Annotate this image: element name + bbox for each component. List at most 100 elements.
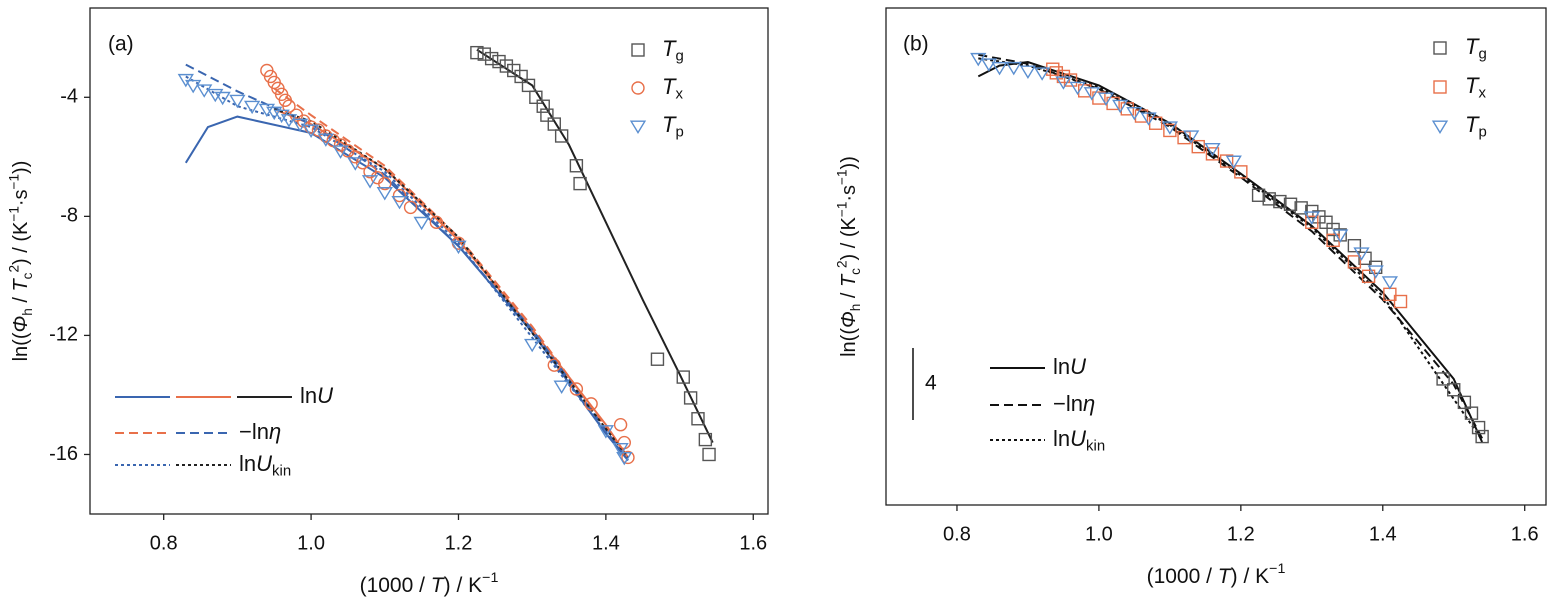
- y-axis-label-part: Φ: [10, 316, 32, 333]
- panel-label: (a): [108, 33, 134, 56]
- y-axis-label-part: −1: [6, 206, 21, 222]
- legend-label: Tp: [1465, 112, 1487, 141]
- marker-triangle: [597, 425, 615, 439]
- legend-label-part: kin: [1086, 438, 1105, 455]
- marker-square: [702, 447, 716, 462]
- legend-label: Tx: [662, 74, 683, 103]
- y-axis-label-part: ·s: [838, 185, 860, 202]
- marker-triangle: [376, 187, 393, 201]
- marker-square: [1163, 123, 1177, 138]
- marker-square: [470, 45, 484, 60]
- marker-triangle: [991, 61, 1008, 76]
- legend-label-part: T: [1465, 34, 1480, 59]
- marker-square: [529, 90, 543, 104]
- y-axis-label-part: h: [848, 304, 863, 312]
- x-axis-label-part: ) / K: [1231, 565, 1270, 588]
- scale-bar-label: 4: [925, 372, 937, 395]
- legend-label-part: −ln: [1053, 391, 1083, 416]
- legend-label-part: ln: [239, 451, 256, 476]
- marker-triangle: [332, 145, 349, 159]
- marker-triangle: [302, 124, 320, 138]
- marker-square: [547, 117, 561, 131]
- legend-label-part: U: [317, 383, 333, 408]
- x-axis-label-part: −1: [482, 570, 498, 586]
- legend-label: lnU: [1053, 354, 1086, 379]
- legend-label: Tx: [1465, 73, 1486, 102]
- y-axis-label-part: h: [20, 308, 35, 316]
- x-tick-label: 1.2: [445, 532, 473, 554]
- y-tick-label: -16: [49, 443, 78, 465]
- marker-square: [484, 51, 499, 66]
- marker-triangle: [391, 195, 408, 210]
- marker-square: [683, 391, 698, 405]
- legend-label-part: ln: [1053, 426, 1070, 451]
- fit-line: [978, 57, 1483, 441]
- y-axis-label-part: /: [838, 287, 860, 304]
- marker-triangle: [553, 380, 570, 394]
- marker-triangle: [612, 443, 629, 457]
- marker-triangle: [1083, 87, 1100, 101]
- marker-circle: [378, 176, 392, 191]
- marker-triangle: [273, 109, 290, 124]
- x-axis-label-part: (1000 /: [1147, 565, 1218, 588]
- x-axis-label-part: T: [431, 574, 446, 597]
- marker-square: [1347, 255, 1362, 269]
- marker-square: [1063, 73, 1078, 87]
- marker-circle: [429, 215, 444, 230]
- marker-square: [1283, 197, 1298, 211]
- y-axis-label: ln((Φh / Tc2) / (K−1·s−1)): [6, 161, 35, 362]
- marker-square: [650, 352, 665, 366]
- marker-triangle: [280, 114, 298, 128]
- marker-square: [1319, 215, 1333, 229]
- fit-line: [977, 60, 1484, 443]
- y-axis-label-part: )): [838, 156, 860, 169]
- marker-square: [1234, 165, 1248, 179]
- marker-triangle: [1183, 130, 1200, 144]
- legend-label: −lnη: [1053, 391, 1095, 416]
- x-tick-label: 1.4: [1369, 523, 1397, 545]
- marker-triangle: [266, 106, 283, 121]
- marker-square: [1046, 62, 1060, 76]
- marker-circle: [621, 450, 635, 465]
- y-axis-label-part: −1: [6, 174, 21, 190]
- y-axis-label-part: c: [20, 272, 35, 279]
- plot-frame: [89, 7, 769, 515]
- marker-triangle: [524, 338, 541, 353]
- y-axis-label-part: ln((: [10, 332, 32, 361]
- marker-square: [536, 99, 550, 113]
- y-tick-label: -8: [60, 205, 78, 227]
- legend-label: Tg: [662, 36, 684, 65]
- marker-triangle: [207, 88, 224, 103]
- marker-square: [1251, 188, 1266, 202]
- marker-triangle: [1381, 276, 1399, 290]
- marker-square: [1347, 238, 1362, 253]
- marker-triangle: [185, 79, 202, 94]
- legend-marker: [1433, 41, 1447, 55]
- y-axis-label-part: ) / (K: [838, 216, 860, 260]
- legend-label-part: p: [1478, 124, 1486, 141]
- marker-square: [521, 78, 536, 93]
- marker-square: [554, 129, 569, 143]
- marker-triangle: [616, 451, 633, 466]
- marker-square: [1471, 420, 1486, 435]
- y-axis-label: ln((Φh / Tc2) / (K−1·s−1)): [834, 156, 863, 357]
- y-tick-label: -12: [49, 324, 78, 346]
- marker-triangle: [1204, 142, 1221, 157]
- marker-square: [1205, 147, 1220, 161]
- legend-marker: [1433, 80, 1447, 94]
- marker-square: [1294, 201, 1308, 215]
- marker-triangle: [229, 94, 246, 109]
- x-tick-label: 1.2: [1227, 523, 1255, 545]
- legend-label: Tp: [662, 112, 684, 141]
- legend-label: Tg: [1465, 34, 1487, 63]
- legend-label-part: g: [675, 48, 683, 65]
- legend-label-part: T: [662, 74, 677, 99]
- marker-triangle: [980, 58, 998, 72]
- fit-line: [273, 87, 629, 458]
- marker-circle: [547, 358, 561, 372]
- x-tick-label: 1.0: [1085, 523, 1113, 545]
- x-tick-label: 1.6: [1511, 523, 1539, 545]
- marker-square: [499, 59, 514, 73]
- y-axis-label-part: T: [10, 278, 32, 292]
